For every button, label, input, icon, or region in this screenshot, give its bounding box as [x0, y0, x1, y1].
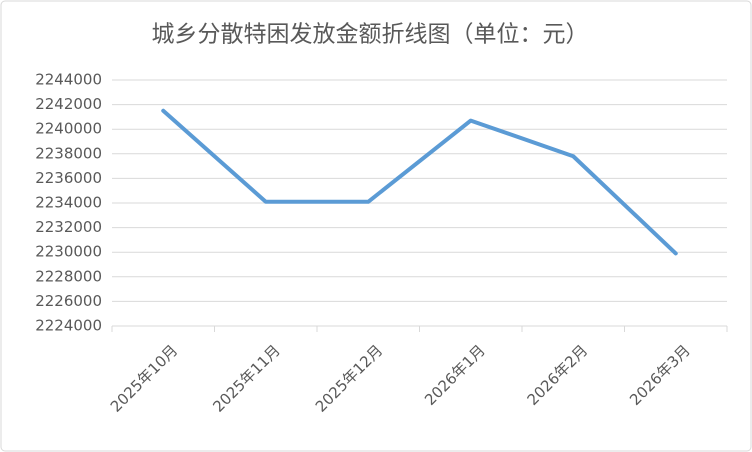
y-tick-label: 2228000 — [35, 267, 102, 285]
y-tick-label: 2236000 — [35, 169, 102, 187]
y-tick-label: 2238000 — [35, 144, 102, 162]
y-tick-label: 2226000 — [35, 292, 102, 310]
chart-title: 城乡分散特困发放金额折线图（单位：元） — [152, 22, 589, 48]
line-series — [161, 108, 678, 256]
y-tick-label: 2224000 — [35, 317, 102, 335]
y-tick-label: 2232000 — [35, 218, 102, 236]
y-tick-label: 2234000 — [35, 194, 102, 212]
y-tick-label: 2240000 — [35, 120, 102, 138]
y-tick-label: 2244000 — [35, 71, 102, 89]
y-tick-label: 2230000 — [35, 243, 102, 261]
y-tick-label: 2242000 — [35, 95, 102, 113]
